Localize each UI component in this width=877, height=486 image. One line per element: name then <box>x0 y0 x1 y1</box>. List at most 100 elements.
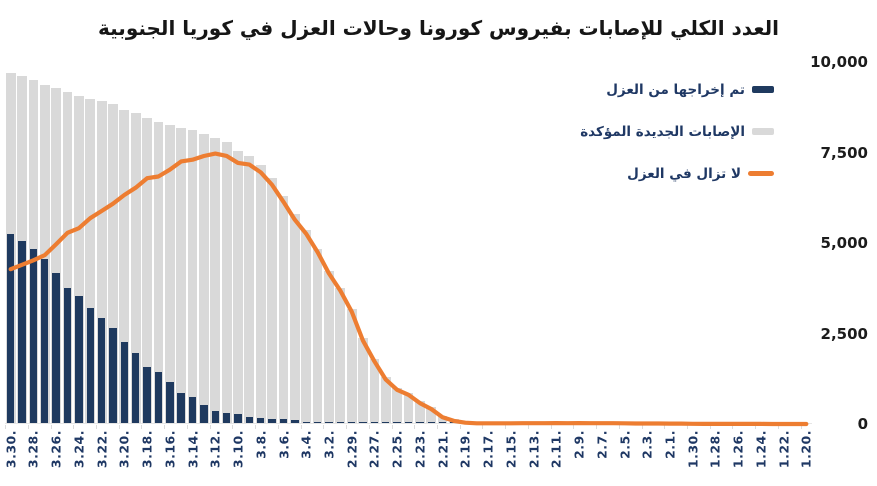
x-tick-mark <box>300 425 302 429</box>
confirmed-bar <box>369 359 380 423</box>
released-bar <box>120 342 129 423</box>
confirmed-bar <box>108 104 118 423</box>
released-bar <box>18 240 26 423</box>
confirmed-bar <box>301 230 312 423</box>
released-bar <box>382 422 390 423</box>
confirmed-bar <box>73 95 84 423</box>
plot-area <box>5 62 812 427</box>
released-bar <box>86 308 94 423</box>
confirmed-bar <box>210 138 221 423</box>
released-bar <box>359 422 367 423</box>
x-tick-mark <box>118 425 120 429</box>
confirmed-bar <box>426 407 437 423</box>
x-tick-label: 2.21. <box>435 430 451 469</box>
confirmed-bar <box>244 155 255 423</box>
x-tick-label: 3.14. <box>185 430 200 469</box>
x-tick-mark <box>391 425 393 429</box>
x-tick-mark <box>527 425 529 429</box>
x-tick-label: 3.6. <box>276 430 291 459</box>
confirmed-bar <box>324 270 334 423</box>
x-tick-label: 2.27. <box>366 430 382 469</box>
released-bar <box>200 404 208 423</box>
released-bar <box>63 287 72 423</box>
x-axis: 3.30. 3.28. 3.26. 3.24. 3.22. 3.20. 3.18. 3.16.… <box>3 425 814 483</box>
released-bar <box>257 418 265 423</box>
x-tick-mark <box>709 425 711 429</box>
confirmed-bar <box>199 134 209 423</box>
released-bar <box>6 233 15 423</box>
confirmed-bar <box>358 338 368 423</box>
x-tick-mark <box>255 425 257 429</box>
released-bar <box>177 392 185 423</box>
released-bar <box>370 422 379 423</box>
released-bar <box>188 397 197 423</box>
released-bar <box>438 422 447 423</box>
released-bar <box>302 421 310 423</box>
confirmed-bar <box>312 248 323 423</box>
x-tick-mark <box>414 425 416 429</box>
x-tick-label: 2.9. <box>571 430 587 459</box>
released-bar <box>245 417 254 423</box>
x-tick-mark <box>573 425 575 429</box>
confirmed-bar <box>119 109 130 423</box>
released-bar <box>109 328 117 423</box>
x-tick-mark <box>141 425 143 429</box>
confirmed-bar <box>380 377 391 423</box>
confirmed-bar <box>62 92 73 423</box>
confirmed-bar <box>255 164 266 423</box>
x-tick-label: 1.28. <box>707 430 723 469</box>
x-tick-mark <box>368 425 370 429</box>
x-tick-mark <box>5 425 6 429</box>
x-tick-label: 3.4. <box>298 430 314 459</box>
x-tick-mark <box>664 425 666 429</box>
released-bar <box>97 317 106 423</box>
x-tick-label: 1.22. <box>776 430 792 469</box>
x-tick-mark <box>323 425 325 429</box>
x-tick-label: 3.12. <box>207 430 223 469</box>
released-bar <box>279 419 288 423</box>
x-tick-label: 2.11. <box>548 430 564 469</box>
confirmed-bar <box>346 308 357 423</box>
x-tick-label: 3.24. <box>71 430 87 469</box>
x-tick-label: 2.23. <box>412 430 428 469</box>
released-bar <box>211 410 219 423</box>
legend-swatch-confirmed-icon <box>752 128 774 135</box>
x-tick-mark <box>482 425 484 429</box>
x-tick-mark <box>277 425 279 429</box>
x-tick-mark <box>436 425 438 429</box>
x-tick-mark <box>732 425 734 429</box>
confirmed-bar <box>130 112 141 423</box>
bars-layer <box>5 62 812 423</box>
x-tick-mark <box>50 425 52 429</box>
released-bar <box>166 381 174 423</box>
released-bar <box>393 422 401 423</box>
x-tick-mark <box>186 425 188 429</box>
legend-label-isolated: لا تزال في العزل <box>627 165 741 182</box>
x-tick-label: 2.7. <box>594 430 610 459</box>
x-tick-mark <box>755 425 757 429</box>
x-tick-label: 1.30. <box>685 430 701 469</box>
x-tick-label: 3.10. <box>230 430 246 469</box>
confirmed-bar <box>153 121 164 423</box>
released-bar <box>268 418 276 423</box>
x-tick-label: 1.26. <box>730 430 746 469</box>
x-tick-mark <box>687 425 688 429</box>
confirmed-bar <box>85 98 96 423</box>
x-tick-mark <box>232 425 234 429</box>
released-bar <box>41 259 49 423</box>
x-tick-mark <box>95 425 97 429</box>
legend-label-confirmed: الإصابات الجديدة المؤكدة <box>580 123 745 140</box>
released-bar <box>52 273 60 423</box>
released-bar <box>143 367 151 423</box>
confirmed-bar <box>176 127 187 423</box>
chart-title: العدد الكلي للإصابات بفيروس كورونا وحالا… <box>98 16 779 40</box>
confirmed-bar <box>233 151 243 423</box>
x-tick-label: 2.13. <box>526 430 541 469</box>
x-tick-label: 2.19. <box>457 430 473 469</box>
released-bar <box>336 421 344 423</box>
released-bar <box>427 422 435 423</box>
x-tick-label: 3.26. <box>48 430 64 469</box>
confirmed-bar <box>164 124 175 423</box>
x-tick-mark <box>459 425 461 429</box>
confirmed-bar <box>392 387 403 423</box>
